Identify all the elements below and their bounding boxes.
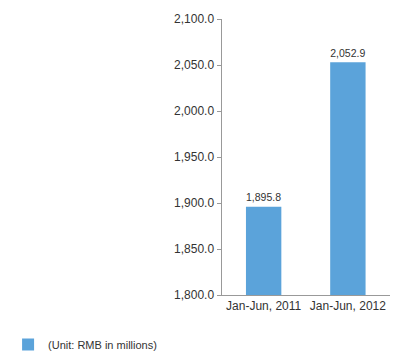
svg-text:1,900.0: 1,900.0 — [174, 196, 214, 210]
svg-text:2,052.9: 2,052.9 — [330, 47, 365, 59]
svg-text:2,050.0: 2,050.0 — [174, 58, 214, 72]
svg-text:1,850.0: 1,850.0 — [174, 242, 214, 256]
svg-text:1,950.0: 1,950.0 — [174, 150, 214, 164]
svg-text:2,100.0: 2,100.0 — [174, 12, 214, 26]
svg-text:Jan-Jun, 2012: Jan-Jun, 2012 — [310, 299, 386, 313]
svg-text:(Unit: RMB in millions): (Unit: RMB in millions) — [48, 339, 157, 351]
svg-text:2,000.0: 2,000.0 — [174, 104, 214, 118]
svg-text:1,800.0: 1,800.0 — [174, 288, 214, 302]
svg-text:1,895.8: 1,895.8 — [246, 191, 281, 203]
svg-text:Jan-Jun, 2011: Jan-Jun, 2011 — [226, 299, 301, 313]
